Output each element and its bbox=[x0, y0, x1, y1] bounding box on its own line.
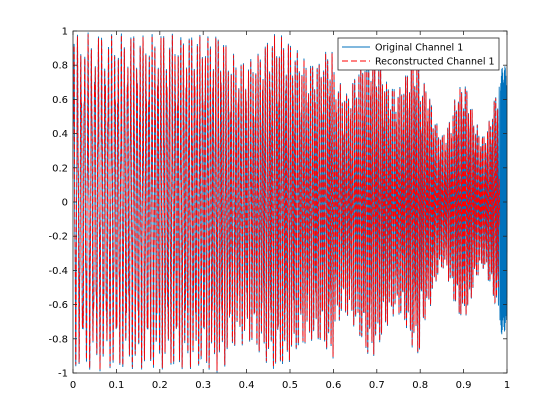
y-tick-label: -0.8 bbox=[48, 334, 68, 345]
y-tick-label: 0.2 bbox=[52, 163, 68, 174]
x-tick-label: 0 bbox=[70, 380, 76, 391]
x-tick-label: 0.4 bbox=[239, 380, 255, 391]
ticks-layer: 0 0.1 0.2 0.3 0.4 0.5 0.6 0.7 0.8 0.9 1 -1 -0.8 -0.6 -… bbox=[48, 27, 510, 392]
legend-label-reconstructed: Reconstructed Channel 1 bbox=[375, 57, 495, 68]
x-tick-label: 0.2 bbox=[152, 380, 168, 391]
legend-box bbox=[337, 37, 500, 71]
x-tick-label: 0.3 bbox=[195, 380, 211, 391]
y-tick-label: 0.4 bbox=[52, 129, 68, 140]
x-tick-label: 0.5 bbox=[282, 380, 298, 391]
x-tick-label: 0.9 bbox=[456, 380, 472, 391]
y-tick-label: 0.8 bbox=[52, 61, 68, 72]
y-tick-label: 0.6 bbox=[52, 95, 68, 106]
y-tick-label: -0.2 bbox=[48, 232, 68, 243]
series-line-original-tail bbox=[500, 66, 508, 335]
legend-label-original: Original Channel 1 bbox=[375, 43, 463, 54]
y-tick-label: -1 bbox=[58, 369, 68, 380]
series-line-reconstructed bbox=[72, 34, 508, 371]
legend: Original Channel 1 Reconstructed Channel… bbox=[337, 37, 500, 71]
x-tick-label: 0.1 bbox=[108, 380, 124, 391]
y-tick-label: 0 bbox=[62, 198, 68, 209]
series-layer bbox=[72, 32, 508, 373]
y-tick-label: 1 bbox=[62, 27, 68, 38]
x-tick-label: 1 bbox=[504, 380, 510, 391]
y-tick-label: -0.4 bbox=[48, 266, 68, 277]
y-tick-label: -0.6 bbox=[48, 300, 68, 311]
x-tick-label: 0.6 bbox=[325, 380, 341, 391]
x-tick-label: 0.7 bbox=[369, 380, 385, 391]
x-tick-label: 0.8 bbox=[412, 380, 428, 391]
